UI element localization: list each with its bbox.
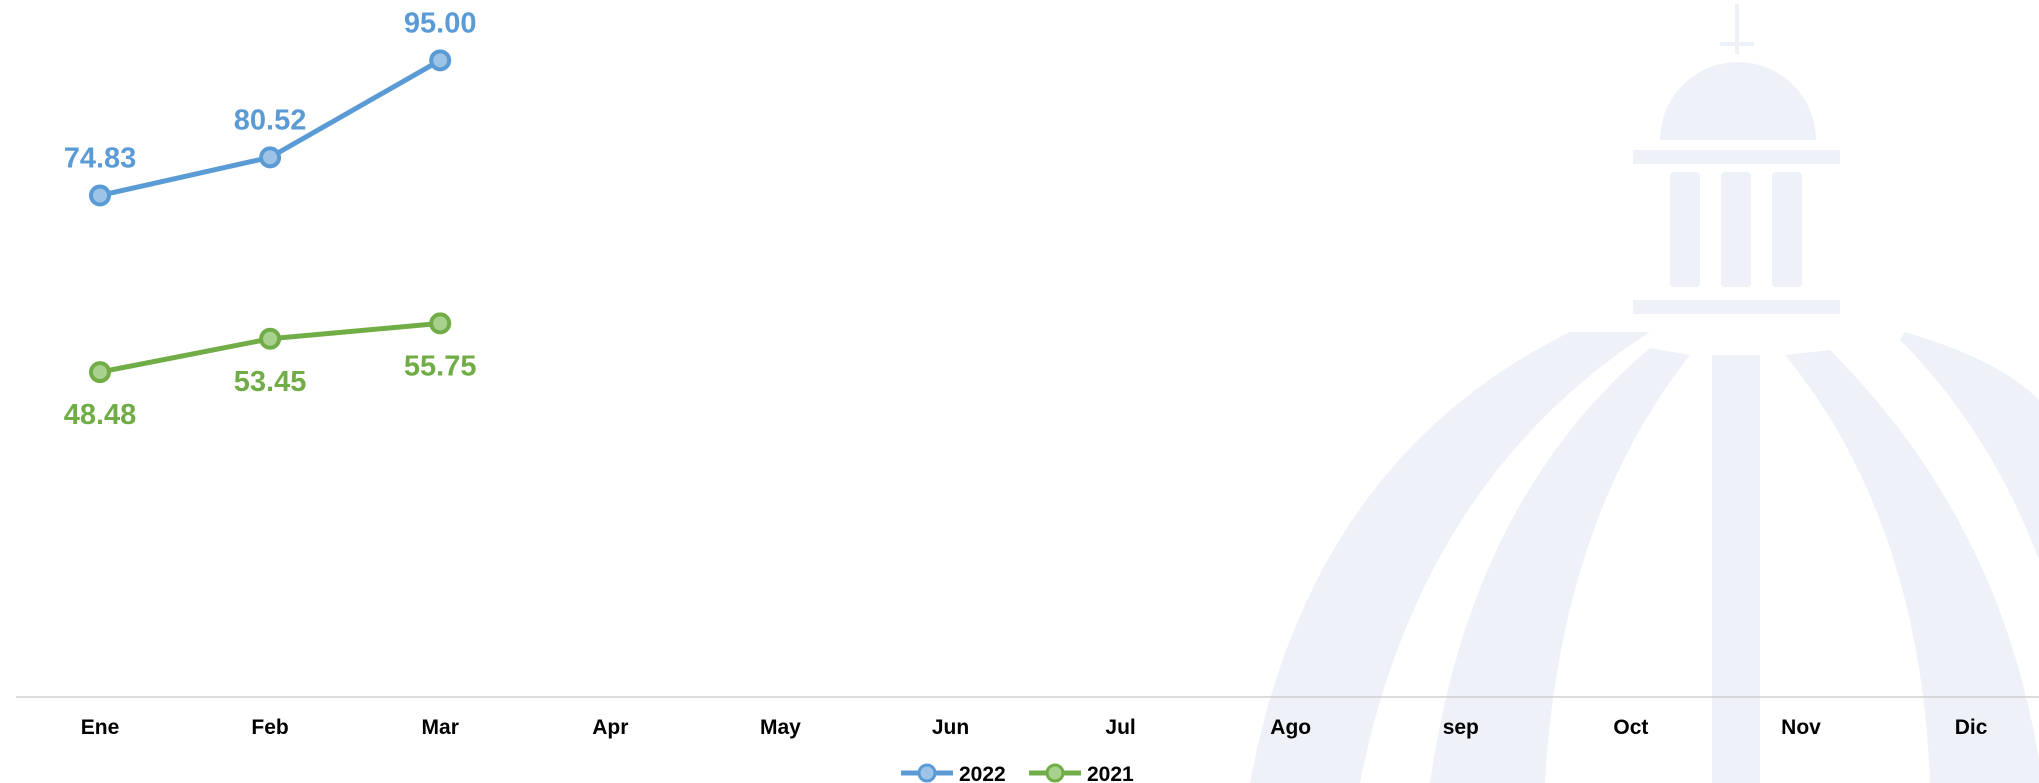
x-tick-label: May xyxy=(760,716,801,739)
x-tick-label: Oct xyxy=(1613,716,1648,739)
x-tick-label: Feb xyxy=(251,716,288,739)
marker xyxy=(91,363,109,381)
marker xyxy=(431,51,449,69)
marker xyxy=(431,314,449,332)
marker xyxy=(261,330,279,348)
data-label: 80.52 xyxy=(234,104,307,136)
x-tick-label: Ene xyxy=(81,716,120,739)
x-tick-label: Dic xyxy=(1955,716,1988,739)
marker xyxy=(91,186,109,204)
data-label: 48.48 xyxy=(64,399,137,431)
data-label: 74.83 xyxy=(64,142,137,174)
x-tick-label: Jun xyxy=(932,716,969,739)
data-label: 55.75 xyxy=(404,350,477,382)
legend-label: 2022 xyxy=(959,763,1006,783)
legend-marker xyxy=(919,765,935,781)
x-tick-label: Jul xyxy=(1105,716,1135,739)
x-tick-label: Nov xyxy=(1781,716,1821,739)
data-label: 53.45 xyxy=(234,366,307,398)
legend-label: 2021 xyxy=(1087,763,1134,783)
chart: Ene Feb Mar Apr May Jun Jul Ago sep Oct Nov Dic 74.8… xyxy=(0,0,2039,783)
legend-marker xyxy=(1047,765,1063,781)
watermark xyxy=(1250,4,2039,783)
marker xyxy=(261,148,279,166)
x-tick-label: Mar xyxy=(422,716,459,739)
x-tick-label: sep xyxy=(1443,716,1479,739)
data-label: 95.00 xyxy=(404,7,477,39)
x-tick-label: Ago xyxy=(1270,716,1311,739)
x-tick-label: Apr xyxy=(592,716,628,739)
